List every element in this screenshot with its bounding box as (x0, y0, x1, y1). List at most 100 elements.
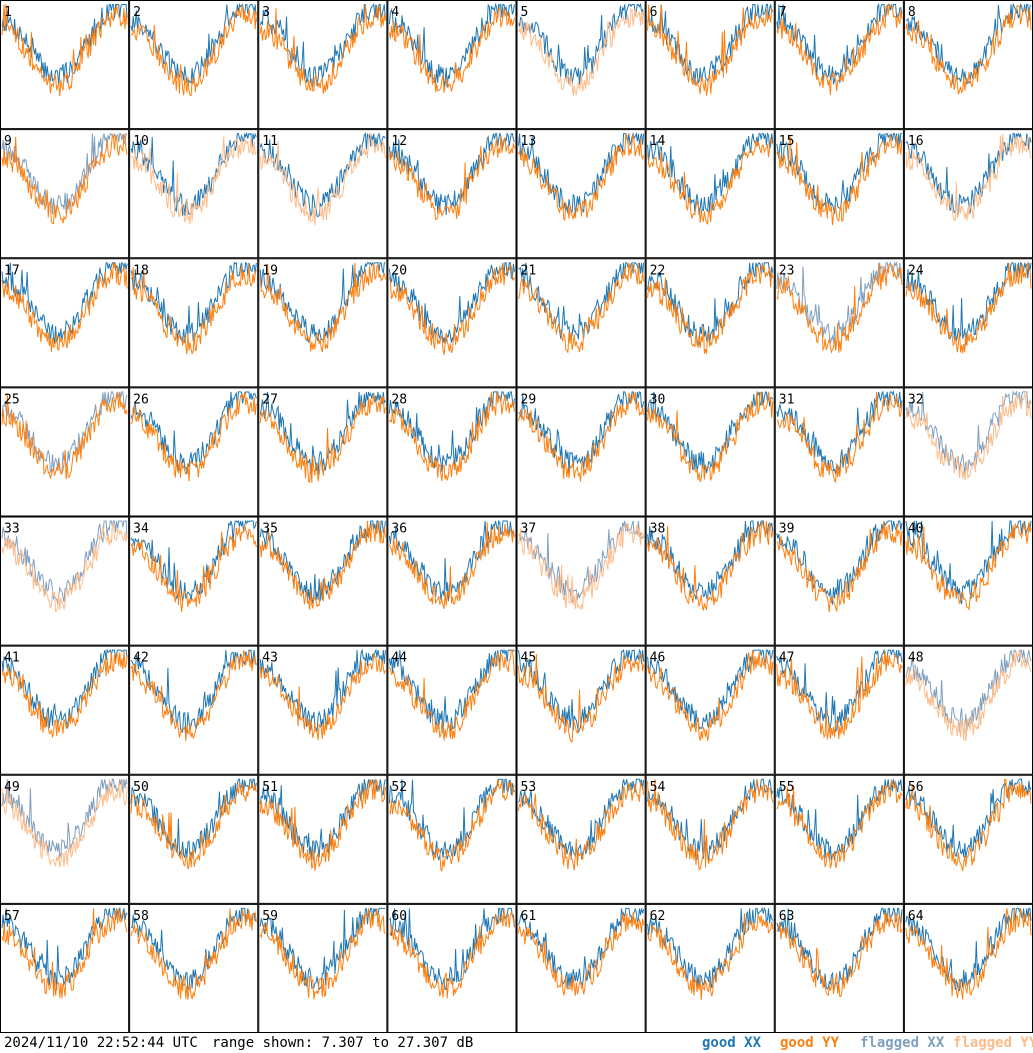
trace-good-yy (647, 913, 774, 1000)
trace-good-yy (518, 133, 645, 221)
panel-label: 14 (650, 134, 666, 149)
trace-good-xx (647, 4, 773, 85)
panel-59: 59 (258, 903, 388, 1033)
panel-label: 41 (4, 651, 20, 666)
panel-frame (645, 129, 775, 259)
panel-11: 11 (258, 129, 388, 259)
trace-good-xx (905, 520, 1032, 605)
trace-good-yy (388, 263, 515, 355)
trace-good-yy (776, 911, 903, 997)
panel-label: 35 (262, 522, 278, 537)
panel-label: 61 (521, 909, 537, 924)
trace-flagged-yy (518, 523, 645, 611)
panel-label: 57 (4, 909, 20, 924)
panel-3: 3 (258, 0, 388, 130)
panel-label: 50 (133, 780, 149, 795)
trace-flagged-xx (1, 132, 128, 215)
panel-label: 7 (779, 5, 787, 20)
trace-good-xx (518, 391, 645, 473)
panel-label: 15 (779, 134, 795, 149)
trace-good-yy (259, 652, 386, 741)
panel-frame (903, 0, 1033, 130)
panel-label: 26 (133, 392, 149, 407)
panel-label: 58 (133, 909, 149, 924)
panel-label: 20 (391, 263, 407, 278)
trace-good-xx (259, 779, 386, 861)
panel-frame (258, 387, 388, 517)
trace-good-xx (647, 132, 774, 216)
panel-frame (387, 774, 517, 904)
panel-61: 61 (516, 903, 646, 1033)
trace-good-xx (388, 2, 515, 88)
panel-label: 2 (133, 5, 141, 20)
panel-label: 62 (650, 909, 666, 924)
panel-frame (516, 387, 646, 517)
trace-good-yy (518, 391, 645, 482)
panel-label: 29 (521, 392, 537, 407)
trace-good-xx (518, 261, 645, 342)
panel-label: 19 (262, 263, 278, 278)
panel-label: 11 (262, 134, 278, 149)
panel-label: 13 (521, 134, 537, 149)
panel-label: 3 (262, 5, 270, 20)
trace-good-xx (389, 907, 515, 991)
panel-frame (129, 516, 259, 646)
panel-label: 44 (391, 651, 407, 666)
panel-frame (129, 129, 259, 259)
panel-43: 43 (258, 645, 388, 775)
panel-label: 38 (650, 522, 666, 537)
panel-label: 1 (4, 5, 12, 20)
trace-good-xx (259, 3, 386, 88)
trace-good-yy (388, 649, 515, 741)
panel-label: 36 (391, 522, 407, 537)
trace-good-xx (388, 262, 515, 345)
panel-frame (903, 645, 1033, 775)
panel-39: 39 (774, 516, 904, 646)
panel-label: 22 (650, 263, 666, 278)
panel-21: 21 (516, 258, 646, 388)
trace-good-yy (1, 650, 128, 738)
trace-good-yy (518, 653, 645, 743)
panel-64: 64 (903, 903, 1033, 1033)
panel-16: 16 (903, 129, 1033, 259)
trace-good-yy (388, 5, 515, 93)
panel-24: 24 (903, 258, 1033, 388)
panel-label: 60 (391, 909, 407, 924)
panel-label: 30 (650, 392, 666, 407)
panel-frame (774, 0, 904, 130)
panel-label: 17 (4, 263, 20, 278)
trace-good-yy (388, 135, 515, 221)
panel-23: 23 (774, 258, 904, 388)
panel-frame (387, 0, 517, 130)
trace-flagged-yy (1, 779, 128, 868)
panel-label: 12 (391, 134, 407, 149)
range-shown: range shown: 7.307 to 27.307 dB (212, 1035, 474, 1051)
panel-47: 47 (774, 645, 904, 775)
panel-36: 36 (387, 516, 517, 646)
trace-good-yy (776, 520, 903, 613)
panel-label: 28 (391, 392, 407, 407)
panel-22: 22 (645, 258, 775, 388)
panel-frame (903, 774, 1033, 904)
trace-good-xx (388, 132, 515, 215)
trace-flagged-yy (259, 133, 386, 226)
panel-46: 46 (645, 645, 775, 775)
legend-flagged-yy: flagged YY (953, 1035, 1033, 1051)
panel-13: 13 (516, 129, 646, 259)
panel-label: 46 (650, 651, 666, 666)
trace-good-xx (518, 778, 645, 862)
trace-good-xx (1, 906, 128, 991)
trace-good-xx (905, 132, 1032, 217)
panel-42: 42 (129, 645, 259, 775)
panel-18: 18 (129, 258, 259, 388)
trace-good-yy (647, 262, 774, 354)
trace-good-yy (647, 779, 774, 871)
panel-label: 55 (779, 780, 795, 795)
trace-good-xx (647, 906, 774, 989)
panel-4: 4 (387, 0, 517, 130)
panel-label: 6 (650, 5, 658, 20)
panel-frame (774, 645, 904, 775)
panel-45: 45 (516, 645, 646, 775)
panel-frame (0, 0, 130, 130)
panel-label: 49 (4, 780, 20, 795)
